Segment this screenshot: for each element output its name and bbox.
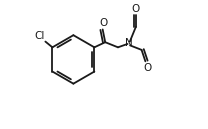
Text: O: O xyxy=(132,3,140,14)
Text: N: N xyxy=(125,38,133,49)
Text: O: O xyxy=(99,18,107,28)
Text: Cl: Cl xyxy=(34,31,45,41)
Text: O: O xyxy=(143,63,151,73)
